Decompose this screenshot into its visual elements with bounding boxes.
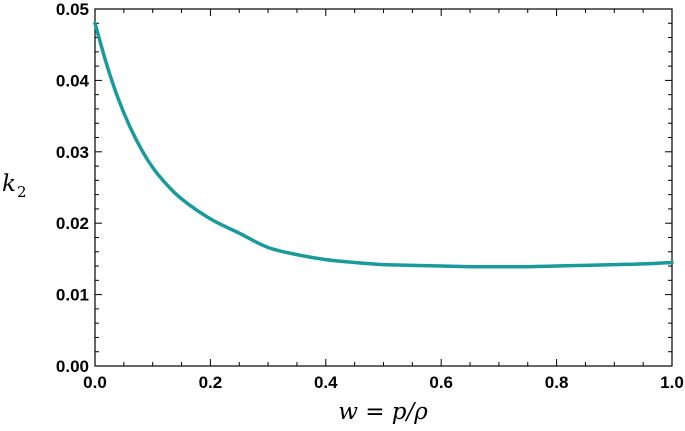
y-tick-label: 0.04 xyxy=(56,71,90,90)
x-tick-label: 0.8 xyxy=(545,373,569,392)
x-axis-ticks: 0.0 0.2 0.4 0.6 0.8 1.0 xyxy=(83,9,684,392)
y-tick-label: 0.01 xyxy=(56,286,89,305)
y-tick-label: 0.05 xyxy=(56,0,89,19)
x-tick-label: 0.4 xyxy=(314,373,338,392)
series-line-k2 xyxy=(93,21,674,269)
y-tick-label: 0.03 xyxy=(56,143,89,162)
y-axis-label: k2 xyxy=(2,171,26,201)
x-tick-label: 0.0 xyxy=(83,373,107,392)
y-axis-ticks: 0.00 0.01 0.02 0.03 0.04 0.05 xyxy=(56,0,672,376)
y-tick-label: 0.00 xyxy=(56,357,89,376)
x-tick-label: 0.2 xyxy=(199,373,223,392)
x-tick-label: 0.6 xyxy=(429,373,453,392)
x-tick-label: 1.0 xyxy=(660,373,684,392)
x-axis-label: w = p/ρ xyxy=(338,399,428,425)
y-tick-label: 0.02 xyxy=(56,214,89,233)
plot-frame xyxy=(94,8,673,367)
